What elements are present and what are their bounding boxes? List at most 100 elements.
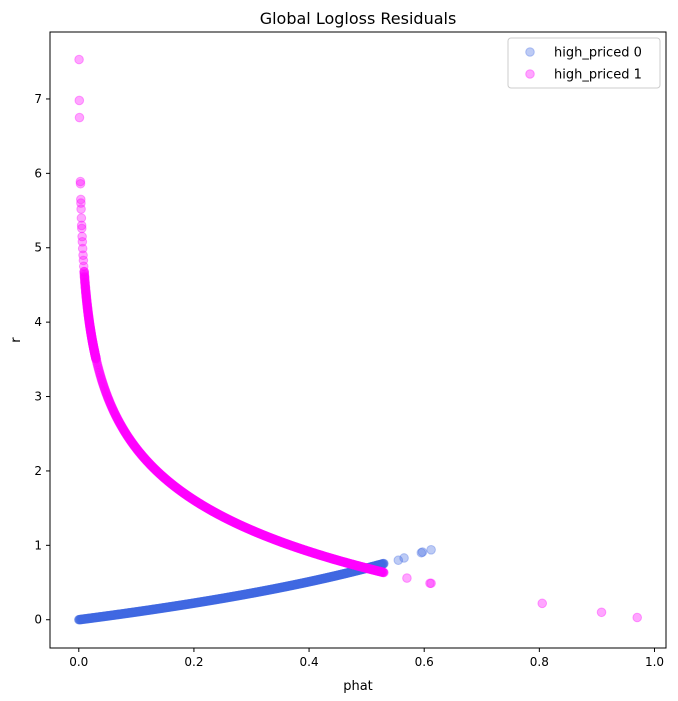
data-point (86, 328, 96, 338)
data-point (266, 584, 276, 595)
data-point (89, 347, 100, 358)
data-point (98, 611, 109, 622)
data-point (240, 589, 251, 600)
data-point (355, 561, 366, 572)
data-point (189, 598, 200, 608)
data-point (300, 577, 310, 588)
data-point (288, 580, 298, 590)
data-point (296, 544, 307, 554)
data-point (223, 514, 233, 524)
legend-marker (525, 69, 535, 79)
data-point (236, 520, 246, 531)
data-point (140, 605, 151, 616)
data-point (87, 334, 97, 345)
data-point (110, 410, 121, 421)
data-point (316, 574, 326, 584)
data-point (173, 484, 184, 495)
data-point (78, 614, 88, 624)
data-point (335, 569, 346, 580)
data-point (262, 531, 272, 542)
data-point (364, 563, 374, 574)
data-point (284, 540, 295, 550)
data-point (426, 545, 436, 555)
data-point (154, 603, 164, 614)
data-point (179, 599, 190, 610)
data-point (115, 609, 126, 619)
data-point (163, 476, 173, 486)
data-point (245, 524, 255, 535)
data-point (347, 559, 357, 570)
data-point (157, 471, 168, 481)
data-point (118, 609, 128, 619)
data-point (90, 612, 101, 623)
data-point (182, 599, 193, 609)
data-point (88, 341, 99, 352)
data-point (314, 550, 325, 560)
data-point (89, 346, 100, 357)
data-point (271, 583, 282, 594)
data-point (85, 321, 95, 332)
data-point (324, 552, 334, 563)
data-point (183, 491, 194, 502)
data-point (324, 553, 335, 563)
data-point (238, 521, 249, 532)
data-point (199, 596, 210, 607)
data-point (337, 569, 347, 580)
data-point (191, 597, 202, 608)
data-point (147, 461, 157, 472)
data-point (257, 586, 268, 596)
data-point (194, 498, 205, 509)
data-point (314, 574, 324, 585)
data-point (96, 373, 107, 384)
data-point (84, 316, 94, 327)
data-point (90, 351, 101, 362)
data-point (377, 567, 388, 577)
data-point (97, 376, 107, 386)
data-point (160, 602, 170, 613)
data-point (283, 581, 294, 591)
data-point (253, 587, 263, 597)
data-point (269, 534, 280, 545)
data-point (149, 604, 159, 615)
data-point (216, 511, 227, 521)
data-point (237, 521, 248, 532)
data-point (141, 605, 151, 616)
data-point (175, 485, 185, 496)
data-point (130, 607, 141, 617)
data-point (199, 501, 210, 512)
data-point (127, 607, 138, 618)
data-point (91, 612, 102, 623)
data-point (89, 346, 100, 357)
data-point (265, 584, 276, 595)
data-point (79, 266, 89, 277)
data-point (300, 577, 311, 588)
data-point (85, 322, 95, 333)
data-point (297, 544, 307, 554)
data-point (369, 565, 380, 575)
data-point (232, 519, 243, 529)
data-point (272, 535, 283, 546)
data-point (101, 611, 112, 621)
data-point (122, 431, 133, 442)
data-point (169, 601, 180, 612)
data-point (282, 539, 293, 549)
data-point (238, 589, 249, 600)
data-point (362, 563, 373, 573)
data-point (161, 474, 171, 484)
data-point (80, 276, 90, 286)
data-point (368, 561, 378, 572)
data-point (260, 531, 271, 541)
data-point (308, 576, 318, 586)
data-point (329, 554, 340, 565)
data-point (314, 549, 324, 560)
data-point (332, 570, 342, 581)
data-point (130, 441, 140, 452)
data-point (353, 565, 363, 576)
data-point (370, 561, 380, 571)
data-point (171, 482, 182, 493)
data-point (111, 609, 121, 620)
data-point (89, 343, 99, 354)
data-point (255, 529, 266, 539)
data-point (361, 563, 371, 573)
